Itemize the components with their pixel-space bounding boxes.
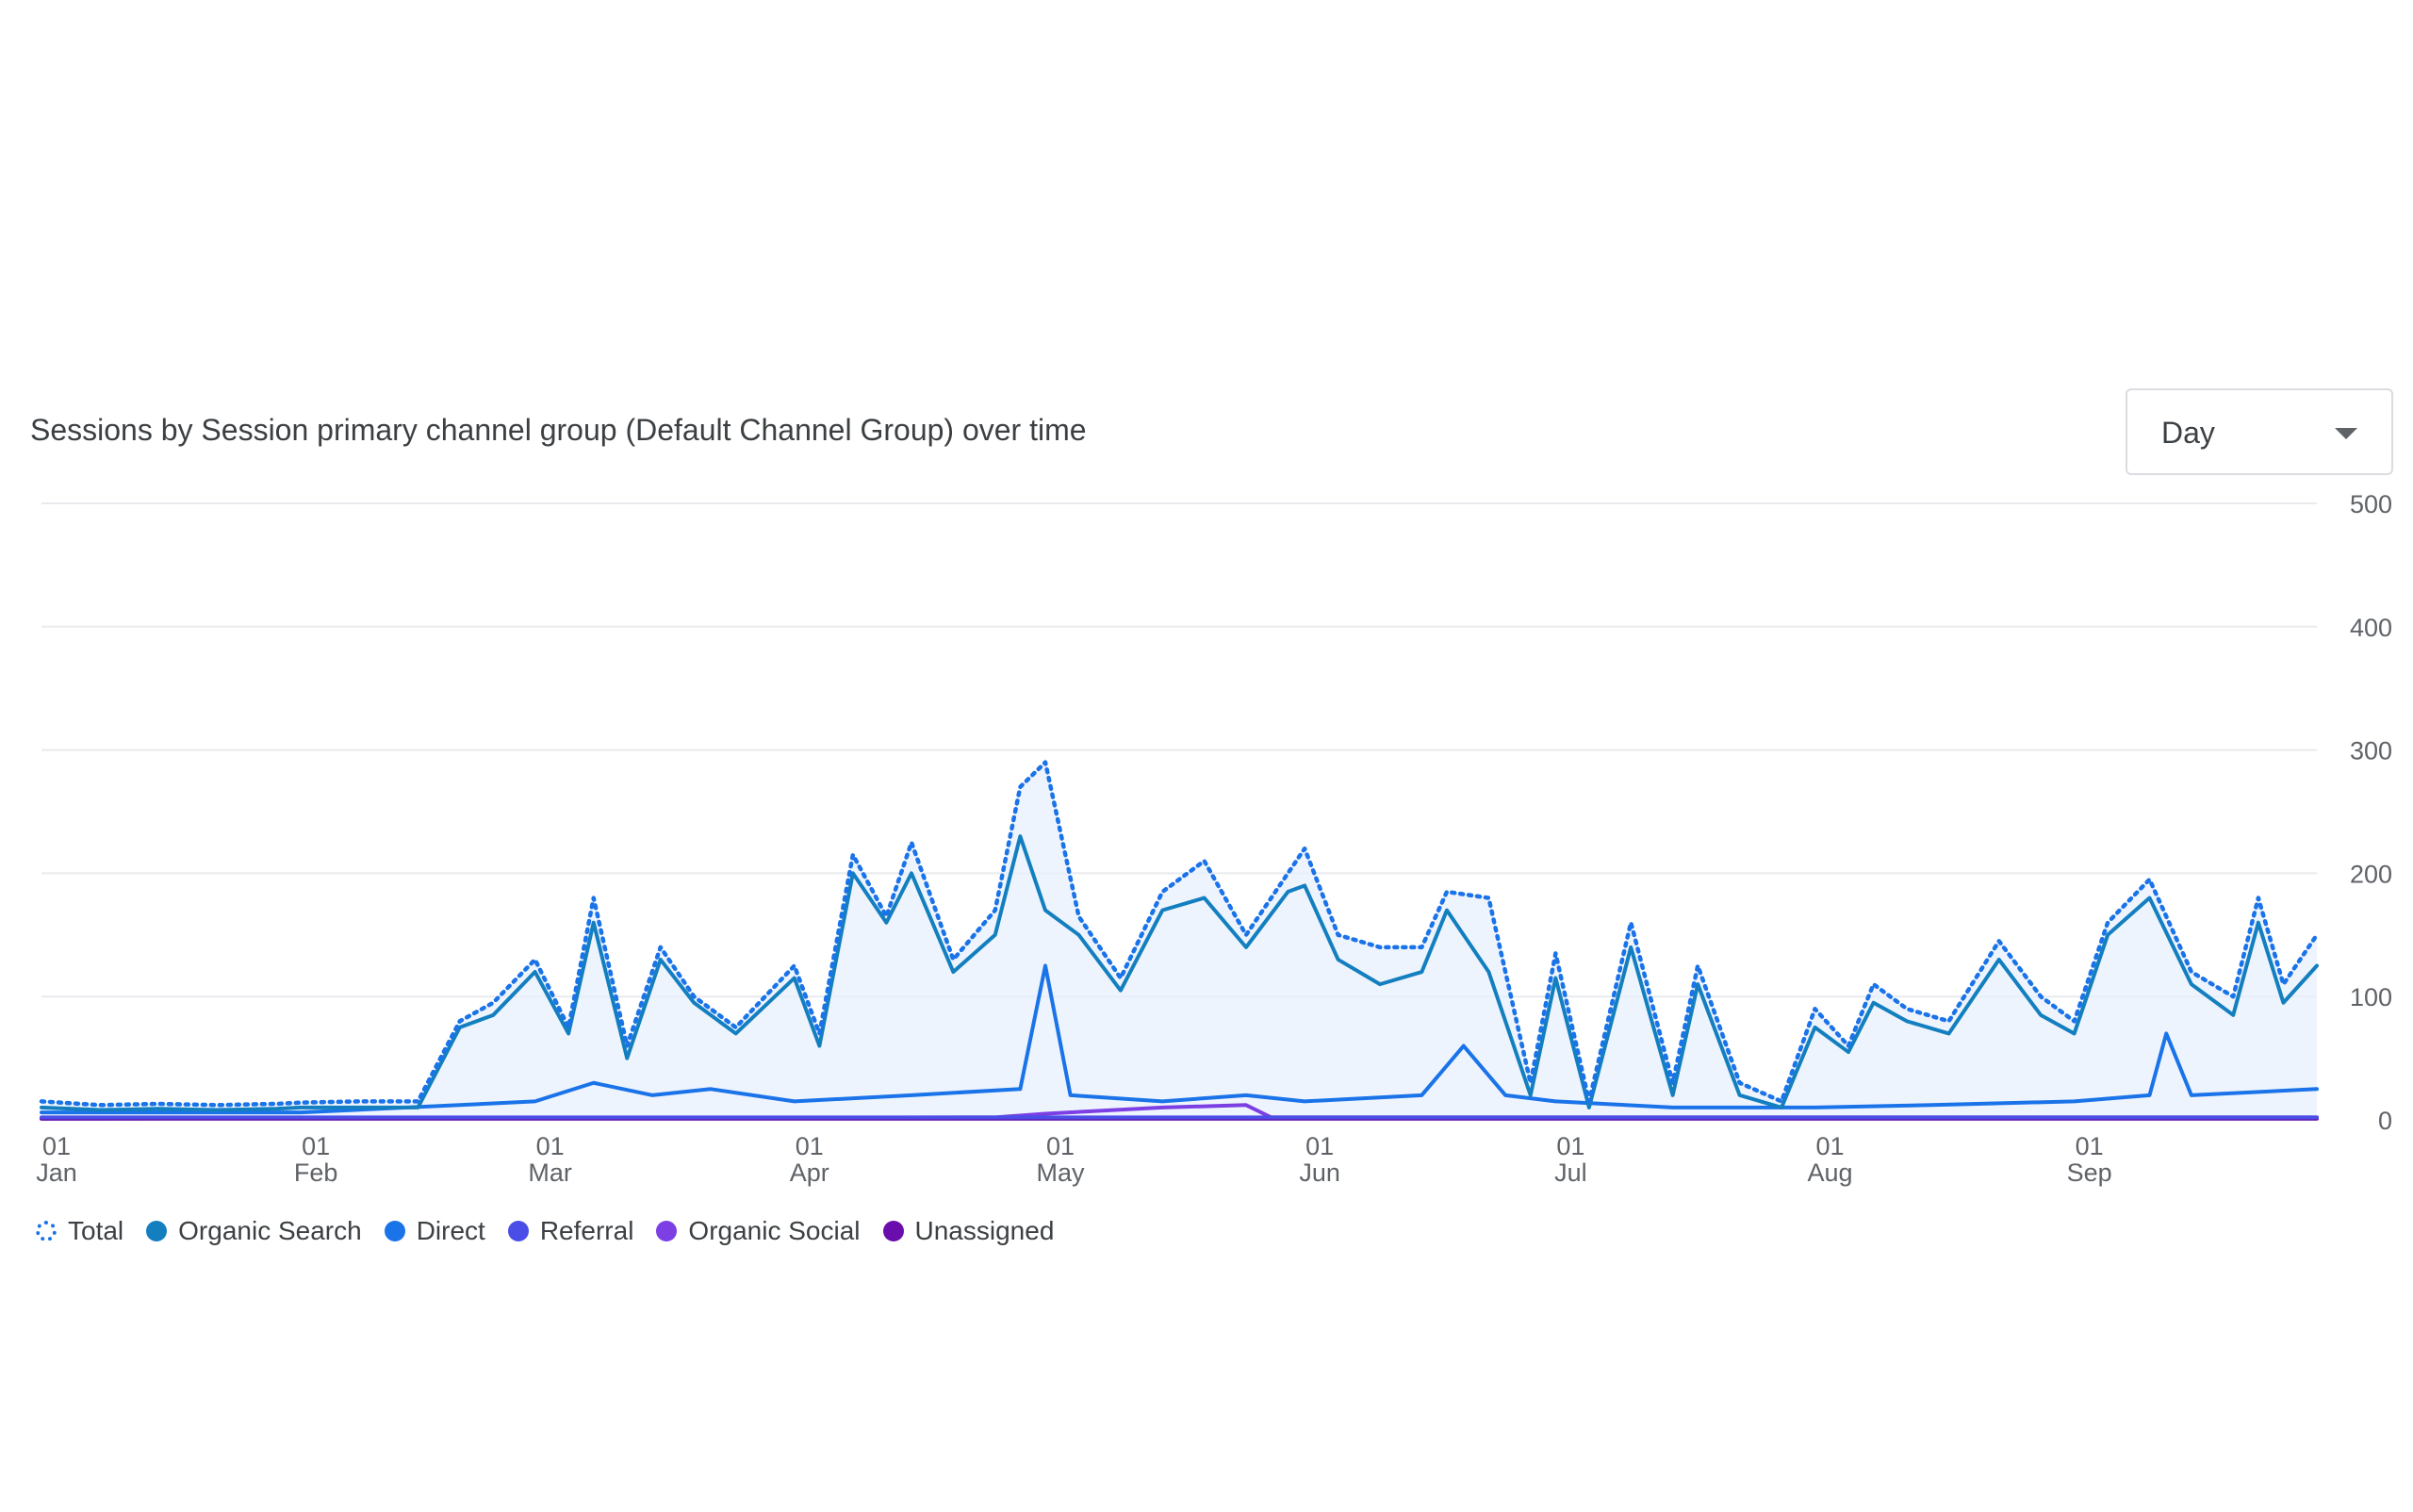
- total-area-fill: [41, 762, 2317, 1120]
- y-tick-label: 500: [2350, 490, 2392, 518]
- legend-label: Organic Social: [688, 1216, 861, 1245]
- legend-item-direct[interactable]: Direct: [384, 1216, 485, 1246]
- legend-swatch-icon: [882, 1221, 904, 1241]
- legend-swatch-icon: [146, 1221, 168, 1241]
- x-tick-day: 01: [1046, 1132, 1075, 1160]
- x-tick-month: Aug: [1807, 1159, 1852, 1187]
- legend-label: Unassigned: [914, 1216, 1055, 1245]
- x-tick-day: 01: [42, 1132, 71, 1160]
- legend: Total Organic Search Direct Referral Organic…: [36, 1216, 1076, 1246]
- series-lines: [39, 760, 2320, 1121]
- x-tick-month: Jul: [1554, 1159, 1587, 1187]
- x-tick-month: Sep: [2067, 1159, 2112, 1187]
- legend-item-unassigned[interactable]: Unassigned: [882, 1216, 1055, 1246]
- y-tick-label: 400: [2350, 614, 2392, 642]
- legend-item-organic-social[interactable]: Organic Social: [656, 1216, 861, 1246]
- x-tick-month: May: [1036, 1159, 1085, 1187]
- legend-label: Organic Search: [178, 1216, 362, 1245]
- x-tick-day: 01: [1305, 1132, 1334, 1160]
- series-line-total: [39, 760, 2320, 1108]
- x-tick-month: Jan: [36, 1159, 77, 1187]
- legend-label: Referral: [539, 1216, 634, 1245]
- x-tick-month: Mar: [528, 1159, 572, 1187]
- total-area: [41, 762, 2317, 1120]
- legend-swatch-icon: [36, 1221, 57, 1241]
- x-tick-day: 01: [302, 1132, 330, 1160]
- x-axis-ticks: 01Jan01Feb01Mar01Apr01May01Jun01Jul01Aug…: [36, 1132, 2111, 1187]
- y-axis-ticks: 500 400 300 200 100 0: [2350, 490, 2392, 1135]
- legend-swatch-icon: [384, 1221, 405, 1241]
- y-tick-label: 0: [2378, 1107, 2392, 1135]
- legend-item-total[interactable]: Total: [36, 1216, 123, 1246]
- x-tick-day: 01: [2076, 1132, 2104, 1160]
- legend-item-referral[interactable]: Referral: [507, 1216, 634, 1246]
- legend-label: Total: [68, 1216, 124, 1245]
- legend-label: Direct: [416, 1216, 485, 1245]
- series-line-organic-search: [40, 834, 2319, 1112]
- x-tick-month: Feb: [294, 1159, 338, 1187]
- x-tick-month: Apr: [790, 1159, 829, 1187]
- legend-swatch-icon: [507, 1221, 529, 1241]
- legend-item-organic-search[interactable]: Organic Search: [146, 1216, 362, 1246]
- granularity-value: Day: [2161, 416, 2215, 450]
- y-tick-label: 100: [2350, 983, 2392, 1011]
- x-tick-day: 01: [1556, 1132, 1584, 1160]
- x-tick-month: Jun: [1299, 1159, 1340, 1187]
- series-line-direct: [40, 963, 2319, 1115]
- x-tick-day: 01: [1815, 1132, 1844, 1160]
- y-tick-label: 200: [2350, 860, 2392, 888]
- x-tick-day: 01: [796, 1132, 824, 1160]
- granularity-dropdown[interactable]: Day: [2126, 388, 2393, 475]
- chart-title: Sessions by Session primary channel grou…: [30, 413, 1087, 447]
- x-tick-day: 01: [536, 1132, 565, 1160]
- caret-down-icon: [2335, 428, 2357, 439]
- y-tick-label: 300: [2350, 737, 2392, 765]
- legend-swatch-icon: [656, 1221, 678, 1241]
